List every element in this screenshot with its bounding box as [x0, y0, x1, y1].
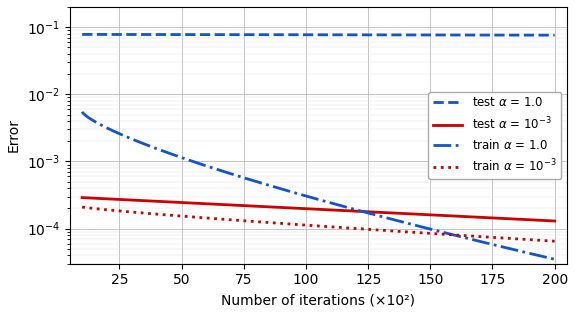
train $\alpha$ = 1.0	[403, 221, 410, 225]
test $\alpha$ = 1.0	[447, 33, 454, 37]
test $\alpha$ = $10^{-3}$	[403, 212, 410, 215]
test $\alpha$ = 1.0	[270, 33, 276, 37]
Line: test $\alpha$ = $10^{-3}$: test $\alpha$ = $10^{-3}$	[82, 198, 555, 221]
test $\alpha$ = $10^{-3}$	[551, 219, 558, 223]
train $\alpha$ = 1.0	[447, 232, 454, 236]
test $\alpha$ = $10^{-3}$	[287, 206, 294, 210]
train $\alpha$ = 1.0	[456, 235, 463, 238]
train $\alpha$ = $10^{-3}$	[447, 233, 454, 236]
Legend: test $\alpha$ = 1.0, test $\alpha$ = $10^{-3}$, train $\alpha$ = 1.0, train $\al: test $\alpha$ = 1.0, test $\alpha$ = $10…	[428, 92, 561, 179]
test $\alpha$ = $10^{-3}$	[79, 196, 86, 199]
X-axis label: Number of iterations (×10²): Number of iterations (×10²)	[221, 293, 415, 307]
train $\alpha$ = 1.0	[127, 137, 134, 140]
train $\alpha$ = $10^{-3}$	[79, 205, 86, 209]
Line: train $\alpha$ = 1.0: train $\alpha$ = 1.0	[82, 112, 555, 259]
train $\alpha$ = 1.0	[287, 190, 294, 193]
test $\alpha$ = 1.0	[287, 33, 294, 37]
test $\alpha$ = 1.0	[79, 33, 86, 36]
test $\alpha$ = 1.0	[456, 33, 463, 37]
train $\alpha$ = 1.0	[551, 257, 558, 261]
Line: train $\alpha$ = $10^{-3}$: train $\alpha$ = $10^{-3}$	[82, 207, 555, 241]
train $\alpha$ = 1.0	[270, 185, 276, 188]
train $\alpha$ = $10^{-3}$	[551, 239, 558, 243]
Y-axis label: Error: Error	[7, 118, 21, 152]
train $\alpha$ = $10^{-3}$	[127, 210, 134, 214]
test $\alpha$ = $10^{-3}$	[447, 214, 454, 218]
train $\alpha$ = $10^{-3}$	[403, 230, 410, 234]
test $\alpha$ = $10^{-3}$	[270, 205, 276, 209]
test $\alpha$ = 1.0	[127, 33, 134, 36]
test $\alpha$ = $10^{-3}$	[456, 214, 463, 218]
test $\alpha$ = 1.0	[403, 33, 410, 37]
train $\alpha$ = $10^{-3}$	[270, 221, 276, 225]
test $\alpha$ = $10^{-3}$	[127, 198, 134, 202]
train $\alpha$ = $10^{-3}$	[287, 222, 294, 226]
train $\alpha$ = $10^{-3}$	[456, 233, 463, 237]
train $\alpha$ = 1.0	[79, 110, 86, 114]
test $\alpha$ = 1.0	[551, 33, 558, 37]
